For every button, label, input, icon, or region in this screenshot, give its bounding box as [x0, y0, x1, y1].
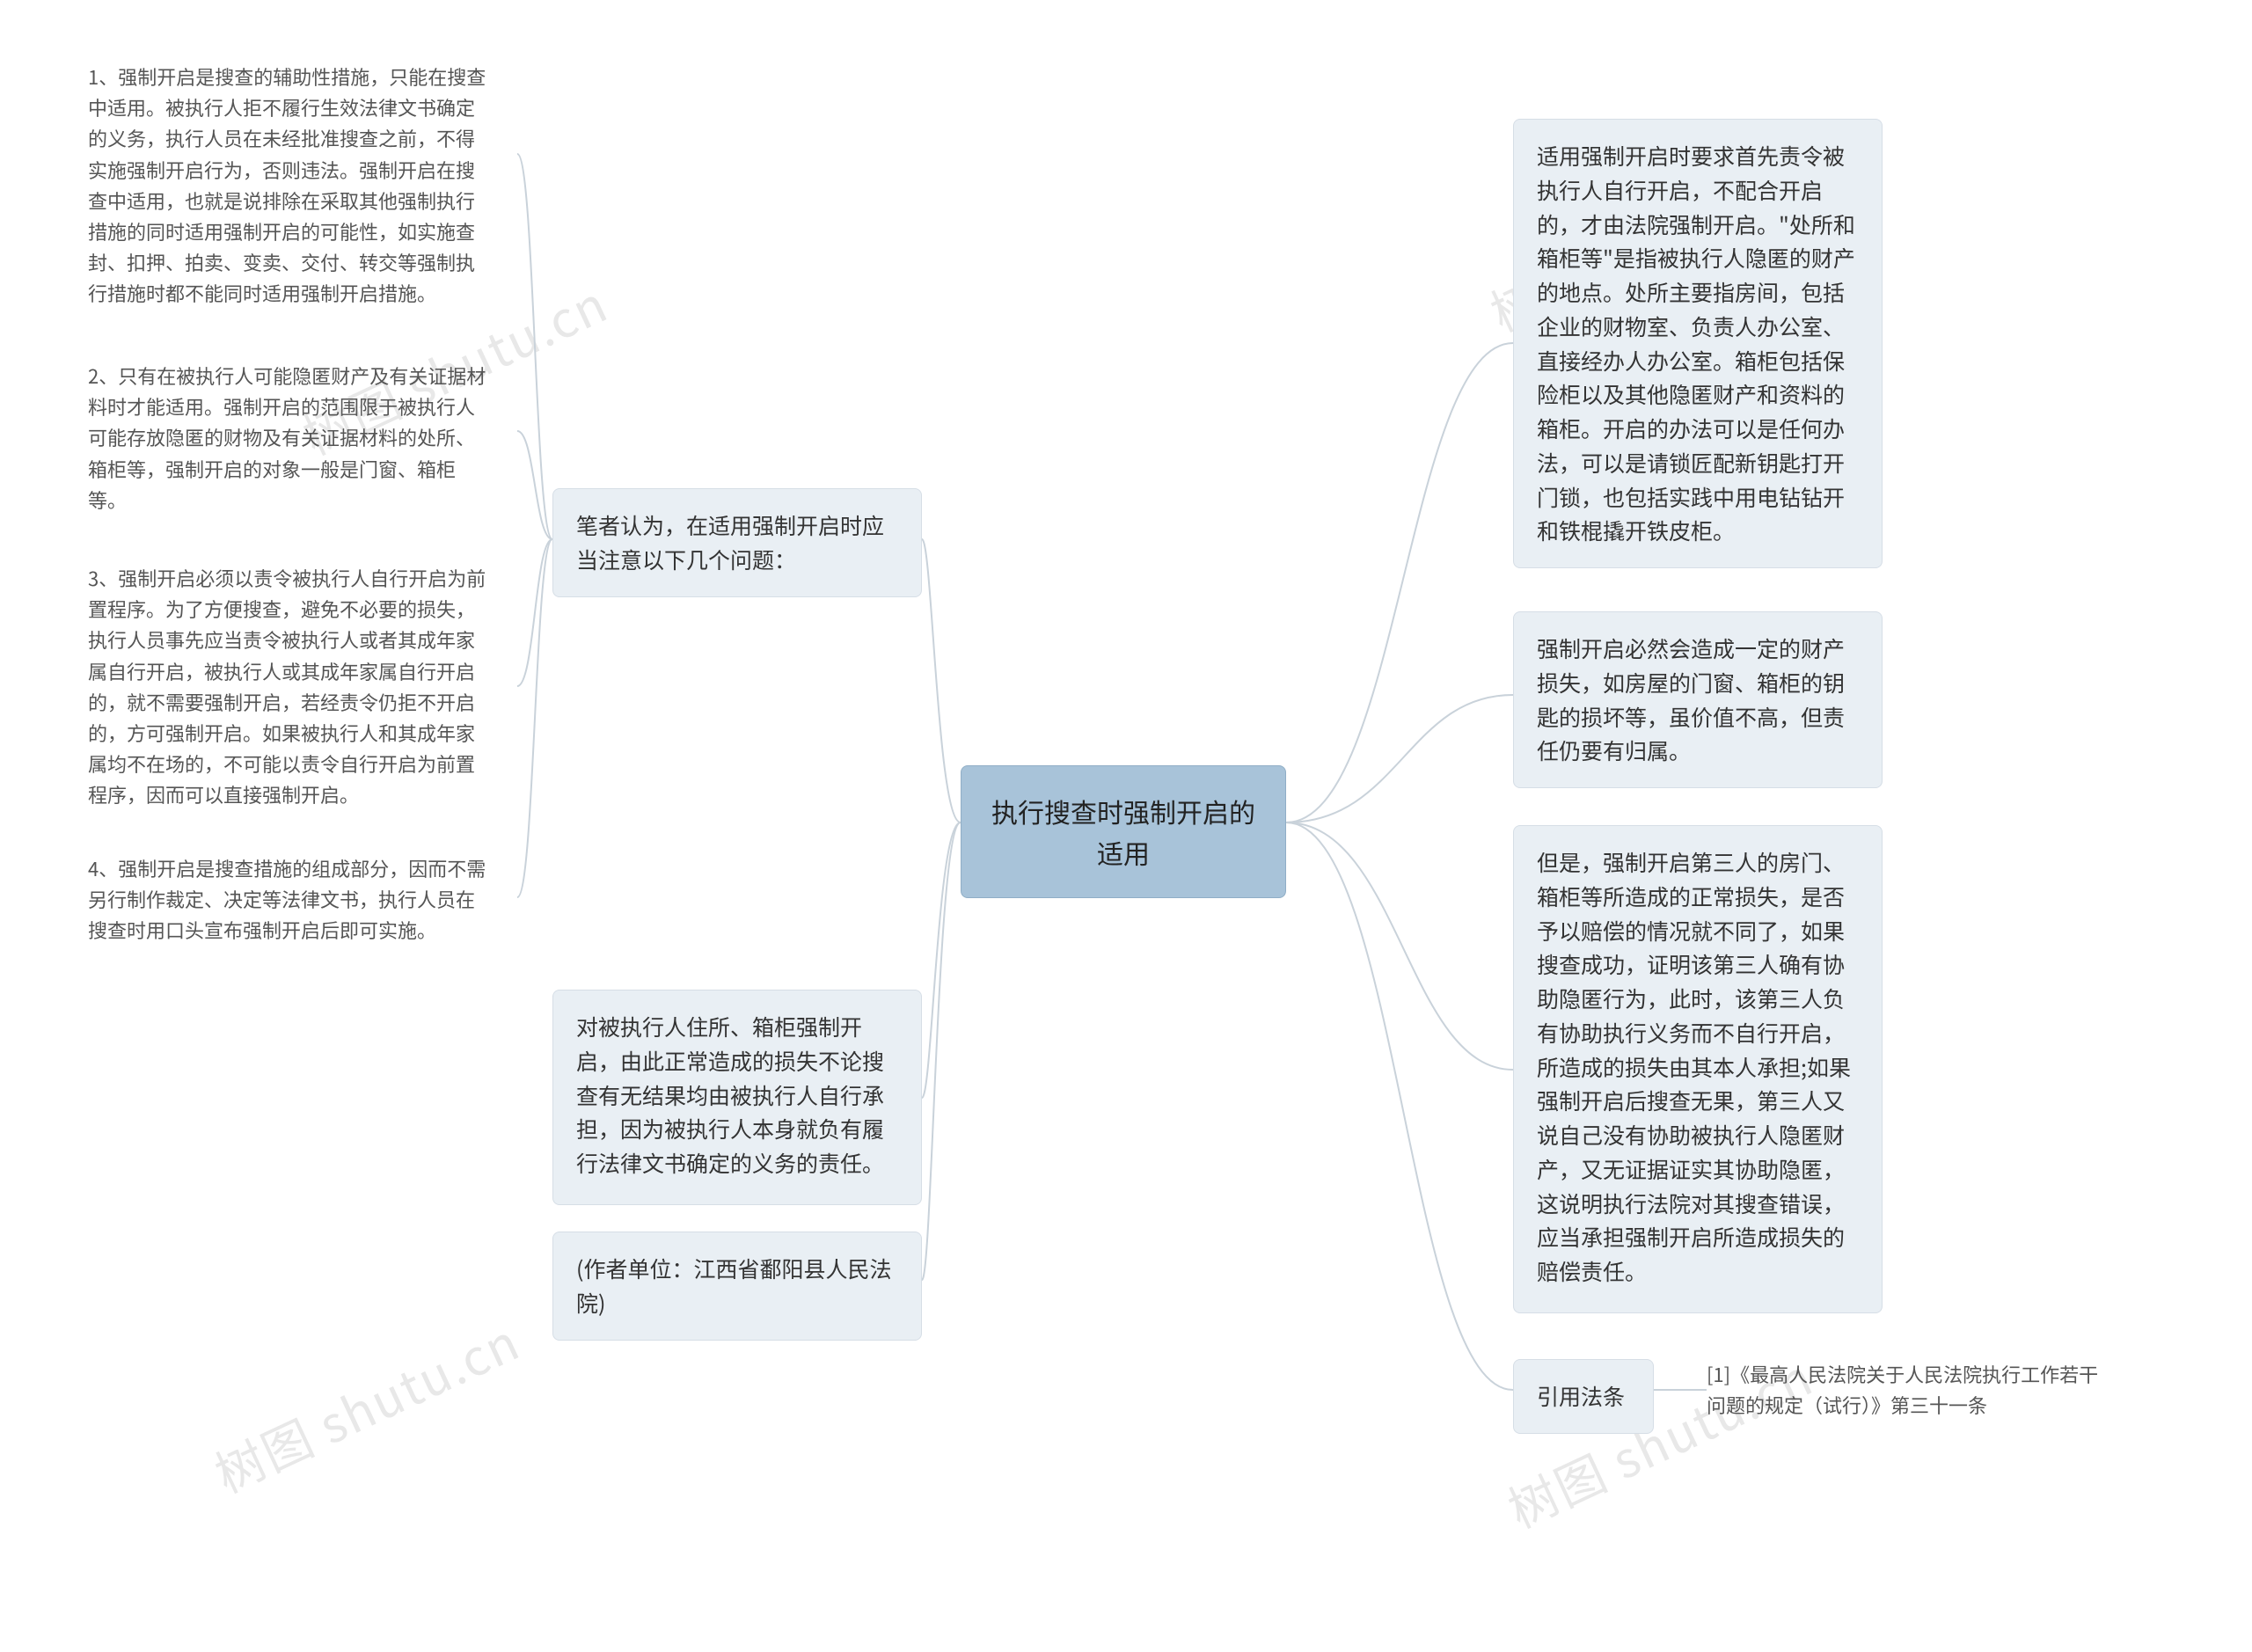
consideration-leaf-2: 2、只有在被执行人可能隐匿财产及有关证据材料时才能适用。强制开启的范围限于被执行… — [88, 361, 493, 515]
right-node-third-party: 但是，强制开启第三人的房门、箱柜等所造成的正常损失，是否予以赔偿的情况就不同了，… — [1513, 825, 1883, 1313]
left-node-considerations: 笔者认为，在适用强制开启时应当注意以下几个问题： — [552, 488, 922, 597]
left-node-author-unit: (作者单位：江西省鄱阳县人民法院) — [552, 1232, 922, 1341]
consideration-leaf-1: 1、强制开启是搜查的辅助性措施，只能在搜查中适用。被执行人拒不履行生效法律文书确… — [88, 62, 493, 310]
right-node-method: 适用强制开启时要求首先责令被执行人自行开启，不配合开启的，才由法院强制开启。"处… — [1513, 119, 1883, 568]
right-node-loss: 强制开启必然会造成一定的财产损失，如房屋的门窗、箱柜的钥匙的损坏等，虽价值不高，… — [1513, 611, 1883, 788]
root-node: 执行搜查时强制开启的适用 — [961, 765, 1286, 898]
consideration-leaf-3: 3、强制开启必须以责令被执行人自行开启为前置程序。为了方便搜查，避免不必要的损失… — [88, 563, 493, 811]
right-node-cite-label: 引用法条 — [1513, 1359, 1654, 1434]
cite-leaf: [1]《最高人民法院关于人民法院执行工作若干问题的规定（试行）》第三十一条 — [1707, 1359, 2102, 1421]
left-node-debtor-loss: 对被执行人住所、箱柜强制开启，由此正常造成的损失不论搜查有无结果均由被执行人自行… — [552, 990, 922, 1205]
watermark: 树图 shutu.cn — [202, 1304, 530, 1507]
consideration-leaf-4: 4、强制开启是搜查措施的组成部分，因而不需另行制作裁定、决定等法律文书，执行人员… — [88, 853, 493, 947]
